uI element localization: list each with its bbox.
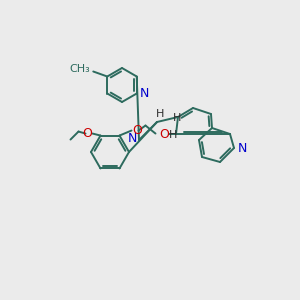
Text: N: N <box>238 142 247 154</box>
Text: H: H <box>173 113 182 123</box>
Text: H: H <box>169 130 177 140</box>
Text: O: O <box>159 128 169 140</box>
Text: O: O <box>82 127 92 140</box>
Text: CH₃: CH₃ <box>70 64 90 74</box>
Text: O: O <box>133 124 142 137</box>
Text: N: N <box>140 87 149 100</box>
Text: H: H <box>156 109 164 119</box>
Text: N: N <box>128 131 137 145</box>
